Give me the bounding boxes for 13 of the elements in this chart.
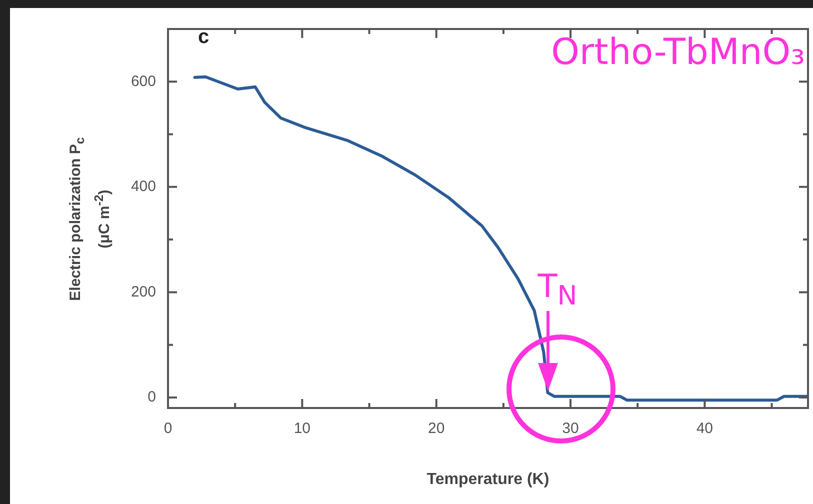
y-tick-label: 600 [130, 72, 156, 90]
x-tick-label: 40 [696, 420, 714, 438]
x-tick-label: 30 [562, 420, 579, 438]
x-tick-label: 10 [294, 420, 311, 438]
annotation: T$_{N}$ [538, 266, 578, 314]
y-tick-label: 400 [130, 178, 156, 196]
y-tick-label: 200 [130, 283, 156, 300]
x-tick-label: 20 [428, 420, 445, 438]
annotation: Ortho-TbMnO₃ [551, 32, 805, 73]
x-tick-label: 0 [164, 420, 172, 438]
annotation: c [198, 26, 210, 49]
x-axis-title: Temperature (K) [426, 470, 550, 489]
y-tick-label: 0 [148, 388, 156, 406]
